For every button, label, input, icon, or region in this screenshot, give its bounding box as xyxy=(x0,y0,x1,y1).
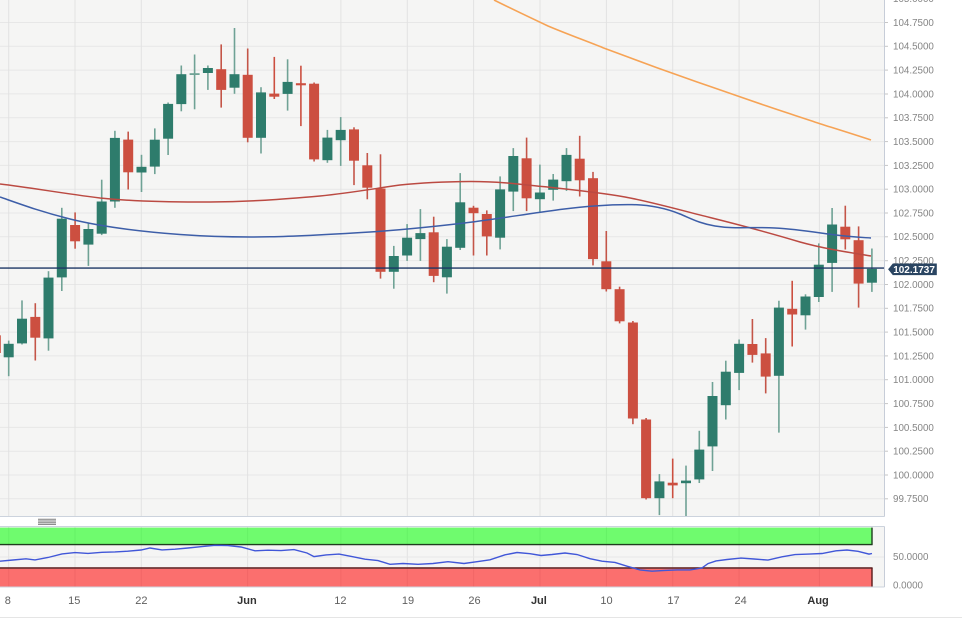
svg-text:22: 22 xyxy=(135,595,147,607)
svg-text:0.0000: 0.0000 xyxy=(893,581,924,592)
svg-text:102.2500: 102.2500 xyxy=(893,256,934,267)
svg-text:100.5000: 100.5000 xyxy=(893,423,934,434)
svg-text:100.2500: 100.2500 xyxy=(893,447,934,458)
svg-text:104.2500: 104.2500 xyxy=(893,66,934,77)
svg-text:104.0000: 104.0000 xyxy=(893,89,934,100)
svg-text:Jul: Jul xyxy=(531,595,547,607)
svg-text:102.0000: 102.0000 xyxy=(893,280,934,291)
svg-text:100.7500: 100.7500 xyxy=(893,399,934,410)
svg-text:24: 24 xyxy=(734,595,746,607)
svg-text:103.2500: 103.2500 xyxy=(893,161,934,172)
svg-text:12: 12 xyxy=(334,595,346,607)
svg-text:101.5000: 101.5000 xyxy=(893,328,934,339)
svg-text:99.7500: 99.7500 xyxy=(893,494,929,505)
svg-text:105.0000: 105.0000 xyxy=(893,0,934,5)
svg-text:15: 15 xyxy=(68,595,80,607)
svg-text:8: 8 xyxy=(5,595,11,607)
svg-text:103.5000: 103.5000 xyxy=(893,137,934,148)
svg-text:104.7500: 104.7500 xyxy=(893,18,934,29)
svg-text:26: 26 xyxy=(468,595,480,607)
svg-text:Aug: Aug xyxy=(807,595,828,607)
svg-text:104.5000: 104.5000 xyxy=(893,42,934,53)
svg-text:102.7500: 102.7500 xyxy=(893,208,934,219)
svg-text:101.0000: 101.0000 xyxy=(893,375,934,386)
svg-text:101.7500: 101.7500 xyxy=(893,304,934,315)
svg-text:19: 19 xyxy=(402,595,414,607)
svg-text:102.5000: 102.5000 xyxy=(893,232,934,243)
svg-text:103.7500: 103.7500 xyxy=(893,113,934,124)
svg-text:17: 17 xyxy=(667,595,679,607)
svg-text:Jun: Jun xyxy=(237,595,257,607)
svg-text:100.0000: 100.0000 xyxy=(893,470,934,481)
svg-text:50.0000: 50.0000 xyxy=(893,552,929,563)
svg-text:10: 10 xyxy=(600,595,612,607)
svg-text:102.1737: 102.1737 xyxy=(893,265,935,276)
svg-text:103.0000: 103.0000 xyxy=(893,185,934,196)
svg-text:101.2500: 101.2500 xyxy=(893,351,934,362)
